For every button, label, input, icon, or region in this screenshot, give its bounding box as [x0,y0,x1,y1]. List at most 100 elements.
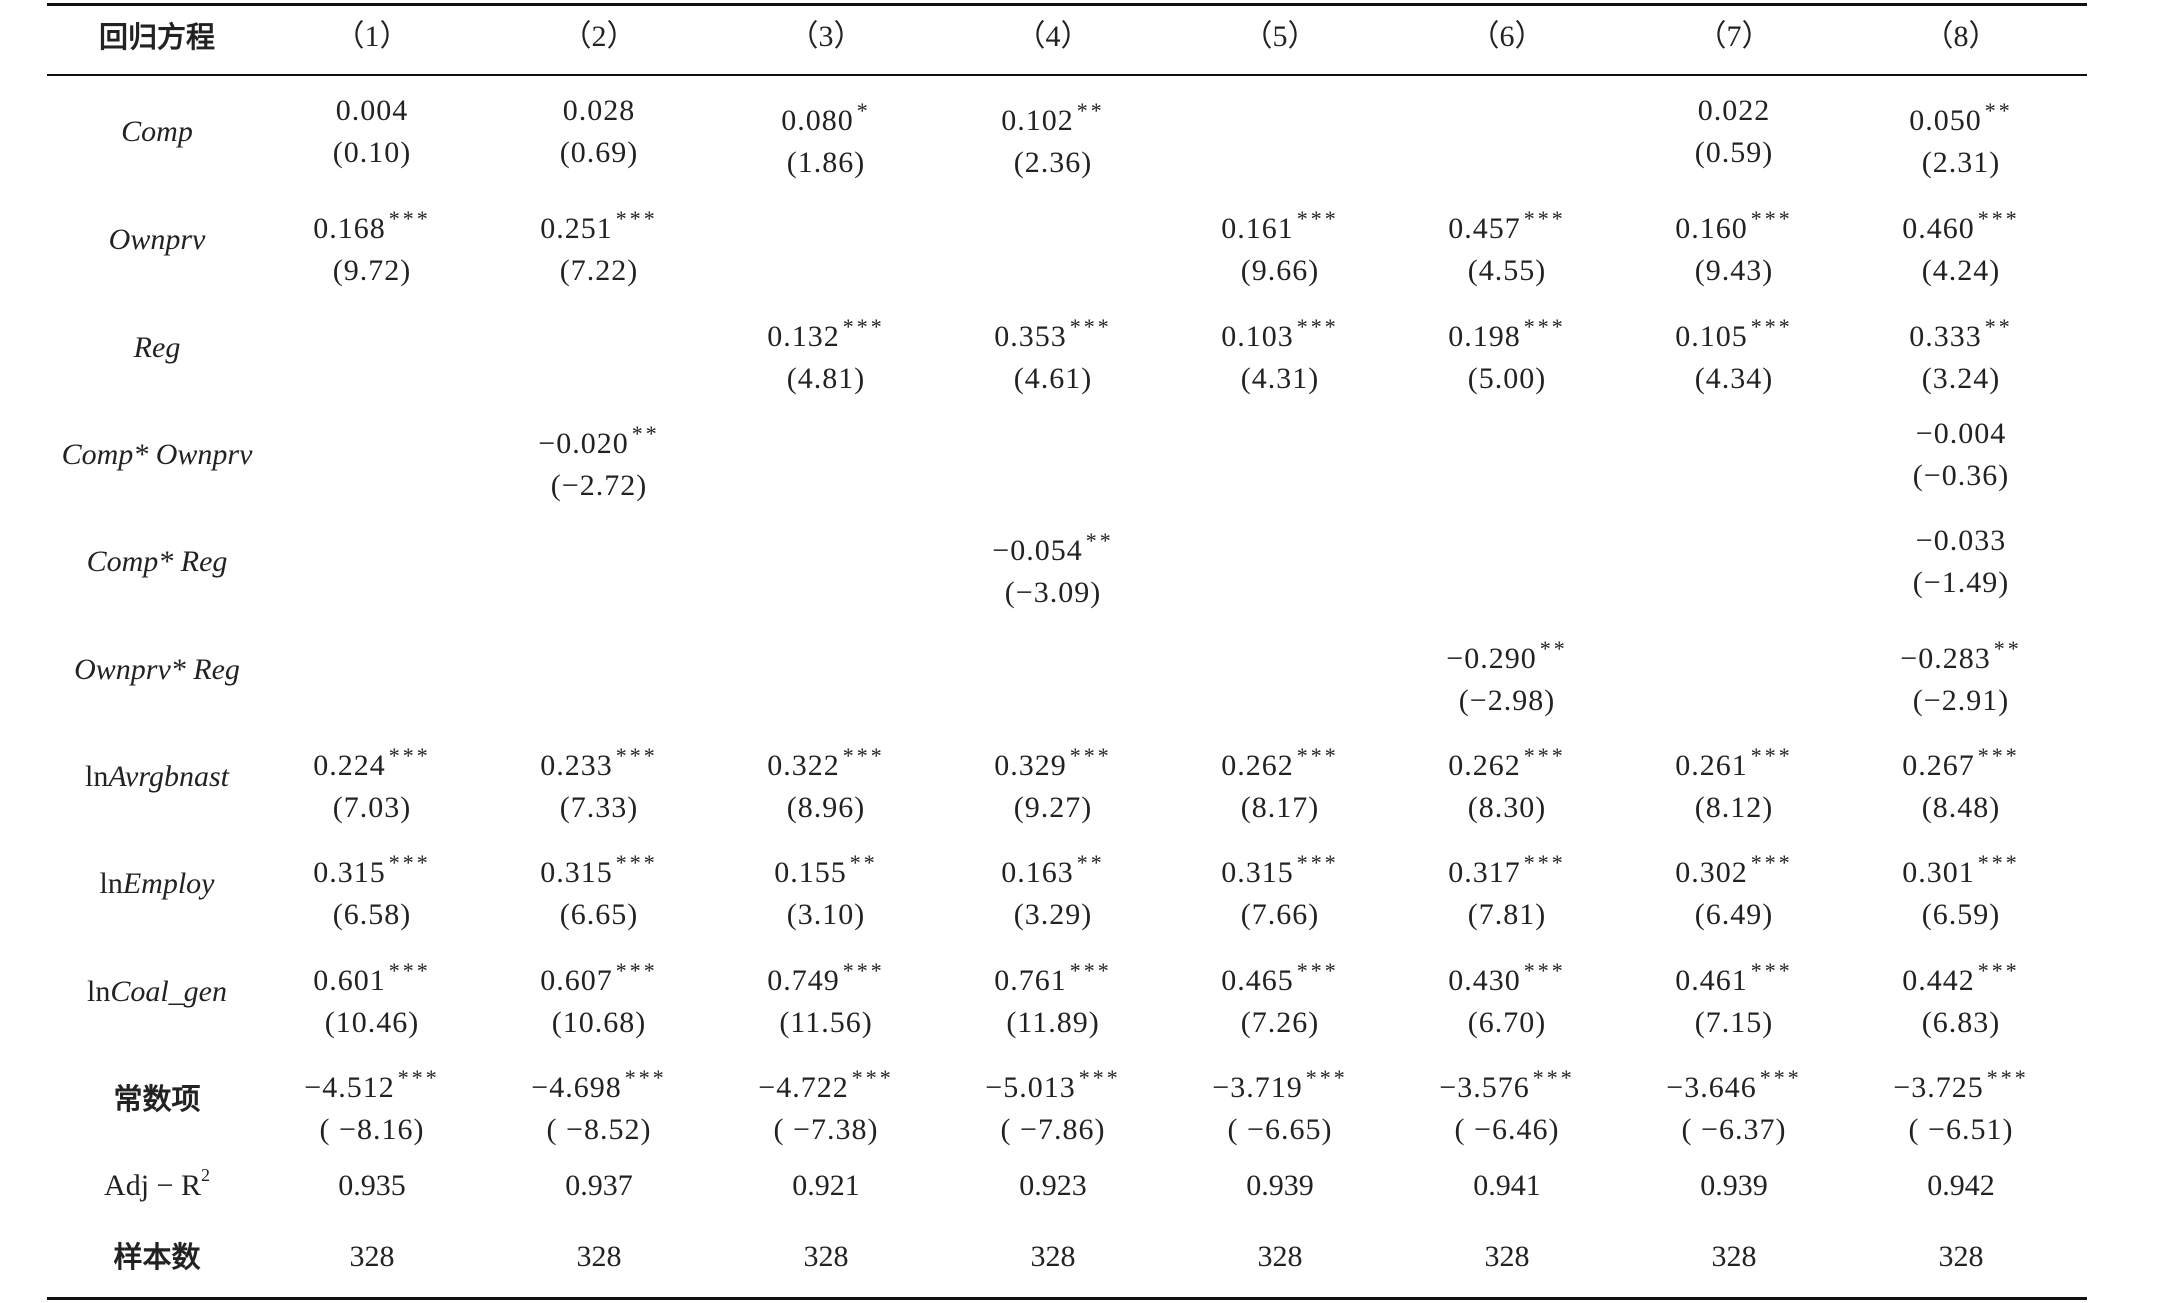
significance-stars: ** [631,421,660,446]
row-label-text: Avrgbnast [108,760,229,793]
significance-stars: *** [388,743,431,768]
coefficient-value: 0.315 [313,856,386,889]
coefficient: −0.033 [1847,520,2075,562]
sample-size-value: 328 [1711,1240,1757,1273]
coefficient: −4.698 *** [485,1057,713,1109]
coefficient: 0.333 ** [1847,306,2075,358]
coefficient: 0.302 *** [1620,842,1848,894]
header-column-8: （8） [1923,20,1999,53]
table-cell: −3.725 *** ( −6.51) [1847,1057,2075,1151]
table-cell: 0.749 *** (11.56) [712,950,940,1044]
significance-stars: *** [615,958,658,983]
coefficient: −0.004 [1847,413,2075,455]
header-column-2: （2） [561,20,637,53]
coefficient-value: 0.261 [1675,749,1748,782]
coefficient-value: −0.290 [1446,642,1537,675]
coefficient: 0.301 *** [1847,842,2075,894]
table-cell: −5.013 *** ( −7.86) [939,1057,1167,1151]
coefficient: 0.103 *** [1166,306,1394,358]
row-label-text: Coal_gen [110,975,227,1008]
coefficient-value: 0.267 [1902,749,1975,782]
significance-stars: *** [1750,958,1793,983]
table-cell: 0.353 *** (4.61) [939,306,1167,400]
t-statistic: (−2.72) [550,469,648,502]
t-statistic: (0.59) [1694,136,1774,169]
significance-stars: ** [849,850,878,875]
coefficient: 0.028 [485,90,713,132]
coefficient: 0.105 *** [1620,306,1848,358]
coefficient-value: 0.168 [313,212,386,245]
table-cell: −3.719 *** ( −6.65) [1166,1057,1394,1151]
significance-stars: *** [1296,314,1339,339]
t-statistic: (6.70) [1467,1006,1547,1039]
table-cell: 0.430 *** (6.70) [1393,950,1621,1044]
table-cell: 0.315 *** (7.66) [1166,842,1394,936]
t-statistic: (8.12) [1694,791,1774,824]
coefficient: 0.132 *** [712,306,940,358]
significance-stars: *** [1523,743,1566,768]
t-statistic: (7.33) [559,791,639,824]
coefficient: 0.315 *** [1166,842,1394,894]
table-cell: −3.646 *** ( −6.37) [1620,1057,1848,1151]
significance-stars: *** [1296,206,1339,231]
coefficient: 0.261 *** [1620,735,1848,787]
coefficient-value: 0.457 [1448,212,1521,245]
coefficient-value: −4.512 [304,1071,395,1104]
sample-size-value: 328 [1938,1240,1984,1273]
table-cell: 0.080 * (1.86) [712,90,940,184]
significance-stars: *** [388,958,431,983]
coefficient-value: 0.353 [994,320,1067,353]
coefficient-value: −4.722 [758,1071,849,1104]
t-statistic: (7.15) [1694,1006,1774,1039]
t-statistic: (6.49) [1694,898,1774,931]
table-cell: 0.198 *** (5.00) [1393,306,1621,400]
significance-stars: *** [1750,850,1793,875]
table-cell: 0.163 ** (3.29) [939,842,1167,936]
coefficient: 0.353 *** [939,306,1167,358]
table-cell: 0.329 *** (9.27) [939,735,1167,829]
row-label: Comp* Reg [47,541,267,583]
significance-stars: *** [1977,206,2020,231]
adj-r2-label: Adj − R2 [47,1165,267,1207]
coefficient-value: −3.576 [1439,1071,1530,1104]
row-label: Reg [47,327,267,369]
coefficient: 0.749 *** [712,950,940,1002]
row-label: Ownprv* Reg [47,649,267,691]
table-cell: 0.302 *** (6.49) [1620,842,1848,936]
significance-stars: *** [624,1065,667,1090]
t-statistic: ( −7.38) [773,1113,879,1146]
row-label-prefix: ln [86,975,111,1008]
table-cell: 0.465 *** (7.26) [1166,950,1394,1044]
row-label-text: Ownprv* Reg [74,653,240,686]
table-cell: 0.262 *** (8.30) [1393,735,1621,829]
header-column-4: （4） [1015,20,1091,53]
coefficient: 0.329 *** [939,735,1167,787]
coefficient-value: 0.198 [1448,320,1521,353]
coefficient: 0.251 *** [485,198,713,250]
table-cell: 0.160 *** (9.43) [1620,198,1848,292]
significance-stars: *** [842,958,885,983]
coefficient-value: −3.725 [1893,1071,1984,1104]
row-label: Comp [47,111,267,153]
coefficient: −0.020 ** [485,413,713,465]
coefficient-value: 0.607 [540,964,613,997]
t-statistic: (8.96) [786,791,866,824]
coefficient-value: 0.301 [1902,856,1975,889]
t-statistic: (−1.49) [1912,566,2010,599]
coefficient: 0.160 *** [1620,198,1848,250]
coefficient: 0.457 *** [1393,198,1621,250]
coefficient: 0.761 *** [939,950,1167,1002]
t-statistic: (5.00) [1467,362,1547,395]
coefficient: −0.054 ** [939,520,1167,572]
coefficient: 0.163 ** [939,842,1167,894]
table-cell: 0.251 *** (7.22) [485,198,713,292]
t-statistic: (1.86) [786,146,866,179]
t-statistic: (4.55) [1467,254,1547,287]
significance-stars: *** [1977,958,2020,983]
header-column-5: （5） [1242,20,1318,53]
coefficient: −0.283 ** [1847,628,2075,680]
table-cell: 0.315 *** (6.58) [258,842,486,936]
adj-r2-value: 0.939 [1246,1169,1314,1202]
t-statistic: (7.22) [559,254,639,287]
significance-stars: *** [615,743,658,768]
